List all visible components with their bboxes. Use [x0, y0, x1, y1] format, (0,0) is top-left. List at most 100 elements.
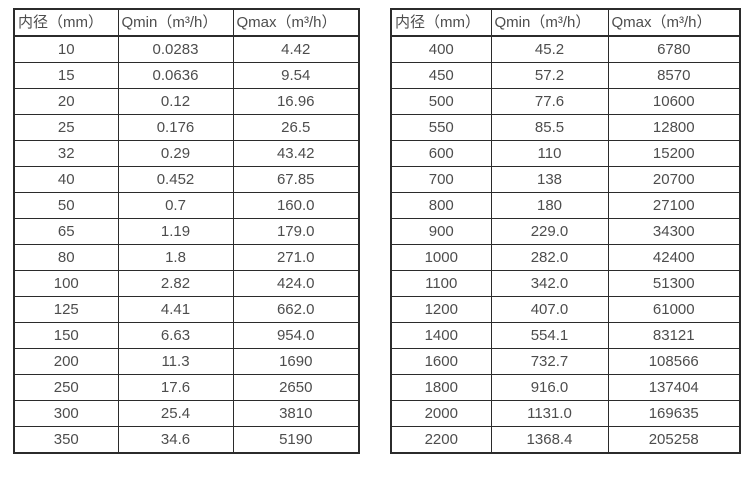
cell-qmax: 83121 — [607, 322, 741, 349]
table-row: 1100 342.0 51300 — [390, 270, 741, 297]
cell-diameter: 80 — [13, 244, 119, 271]
table-row: 2000 1131.0 169635 — [390, 400, 741, 427]
cell-qmin: 407.0 — [490, 296, 609, 323]
table-row: 15 0.0636 9.54 — [13, 62, 360, 89]
cell-qmin: 6.63 — [117, 322, 234, 349]
table-row: 50 0.7 160.0 — [13, 192, 360, 219]
cell-qmin: 1368.4 — [490, 426, 609, 454]
table-row: 2200 1368.4 205258 — [390, 426, 741, 454]
cell-diameter: 1400 — [390, 322, 492, 349]
cell-diameter: 20 — [13, 88, 119, 115]
table-row: 1400 554.1 83121 — [390, 322, 741, 349]
cell-qmin: 11.3 — [117, 348, 234, 375]
cell-qmax: 43.42 — [232, 140, 360, 167]
cell-qmin: 554.1 — [490, 322, 609, 349]
header-diameter: 内径（mm） — [390, 8, 492, 37]
cell-diameter: 1600 — [390, 348, 492, 375]
cell-qmax: 3810 — [232, 400, 360, 427]
header-row: 内径（mm） Qmin（m³/h） Qmax（m³/h） — [13, 8, 360, 37]
cell-qmax: 9.54 — [232, 62, 360, 89]
table-row: 600 110 15200 — [390, 140, 741, 167]
cell-diameter: 800 — [390, 192, 492, 219]
cell-qmin: 0.0283 — [117, 35, 234, 63]
flow-spec-table-small-diameters: 内径（mm） Qmin（m³/h） Qmax（m³/h） 10 0.0283 4.42 1… — [13, 8, 360, 454]
table-row: 500 77.6 10600 — [390, 88, 741, 115]
table-row: 800 180 27100 — [390, 192, 741, 219]
cell-diameter: 200 — [13, 348, 119, 375]
cell-qmin: 180 — [490, 192, 609, 219]
cell-qmin: 45.2 — [490, 35, 609, 63]
cell-qmax: 42400 — [607, 244, 741, 271]
cell-qmax: 15200 — [607, 140, 741, 167]
cell-diameter: 400 — [390, 35, 492, 63]
header-qmax: Qmax（m³/h） — [607, 8, 741, 37]
cell-qmax: 137404 — [607, 374, 741, 401]
cell-qmin: 342.0 — [490, 270, 609, 297]
cell-diameter: 15 — [13, 62, 119, 89]
table-row: 125 4.41 662.0 — [13, 296, 360, 323]
cell-qmin: 138 — [490, 166, 609, 193]
table-row: 900 229.0 34300 — [390, 218, 741, 245]
table-row: 250 17.6 2650 — [13, 374, 360, 401]
cell-qmax: 1690 — [232, 348, 360, 375]
table-row: 1600 732.7 108566 — [390, 348, 741, 375]
cell-qmin: 34.6 — [117, 426, 234, 454]
header-qmin: Qmin（m³/h） — [117, 8, 234, 37]
cell-diameter: 2000 — [390, 400, 492, 427]
cell-qmin: 85.5 — [490, 114, 609, 141]
cell-qmax: 16.96 — [232, 88, 360, 115]
cell-qmin: 1.19 — [117, 218, 234, 245]
table-row: 1000 282.0 42400 — [390, 244, 741, 271]
cell-qmax: 424.0 — [232, 270, 360, 297]
cell-qmax: 179.0 — [232, 218, 360, 245]
table-row: 80 1.8 271.0 — [13, 244, 360, 271]
cell-qmin: 732.7 — [490, 348, 609, 375]
cell-qmin: 0.176 — [117, 114, 234, 141]
cell-qmin: 0.0636 — [117, 62, 234, 89]
cell-qmin: 110 — [490, 140, 609, 167]
flow-spec-tables-container: 内径（mm） Qmin（m³/h） Qmax（m³/h） 10 0.0283 4.42 1… — [13, 8, 741, 454]
cell-qmax: 160.0 — [232, 192, 360, 219]
table-row: 20 0.12 16.96 — [13, 88, 360, 115]
table-row: 550 85.5 12800 — [390, 114, 741, 141]
cell-diameter: 125 — [13, 296, 119, 323]
cell-diameter: 65 — [13, 218, 119, 245]
table-row: 200 11.3 1690 — [13, 348, 360, 375]
table-row: 350 34.6 5190 — [13, 426, 360, 454]
cell-qmax: 6780 — [607, 35, 741, 63]
cell-qmax: 12800 — [607, 114, 741, 141]
cell-diameter: 2200 — [390, 426, 492, 454]
cell-qmin: 229.0 — [490, 218, 609, 245]
flow-spec-table-large-diameters: 内径（mm） Qmin（m³/h） Qmax（m³/h） 400 45.2 6780 45… — [390, 8, 741, 454]
table-row: 10 0.0283 4.42 — [13, 35, 360, 63]
cell-diameter: 900 — [390, 218, 492, 245]
cell-qmin: 57.2 — [490, 62, 609, 89]
cell-qmax: 67.85 — [232, 166, 360, 193]
table-row: 32 0.29 43.42 — [13, 140, 360, 167]
cell-diameter: 1800 — [390, 374, 492, 401]
cell-qmax: 4.42 — [232, 35, 360, 63]
cell-qmin: 0.452 — [117, 166, 234, 193]
cell-qmax: 662.0 — [232, 296, 360, 323]
cell-diameter: 1000 — [390, 244, 492, 271]
cell-qmax: 5190 — [232, 426, 360, 454]
cell-qmin: 0.12 — [117, 88, 234, 115]
cell-qmax: 169635 — [607, 400, 741, 427]
header-qmax: Qmax（m³/h） — [232, 8, 360, 37]
cell-qmin: 17.6 — [117, 374, 234, 401]
cell-diameter: 32 — [13, 140, 119, 167]
cell-qmax: 34300 — [607, 218, 741, 245]
cell-diameter: 250 — [13, 374, 119, 401]
cell-qmax: 61000 — [607, 296, 741, 323]
cell-qmax: 2650 — [232, 374, 360, 401]
cell-diameter: 350 — [13, 426, 119, 454]
table-row: 65 1.19 179.0 — [13, 218, 360, 245]
table-row: 1200 407.0 61000 — [390, 296, 741, 323]
table-row: 400 45.2 6780 — [390, 35, 741, 63]
cell-qmax: 20700 — [607, 166, 741, 193]
table-row: 1800 916.0 137404 — [390, 374, 741, 401]
table-row: 40 0.452 67.85 — [13, 166, 360, 193]
table-row: 700 138 20700 — [390, 166, 741, 193]
cell-diameter: 500 — [390, 88, 492, 115]
cell-qmin: 0.29 — [117, 140, 234, 167]
